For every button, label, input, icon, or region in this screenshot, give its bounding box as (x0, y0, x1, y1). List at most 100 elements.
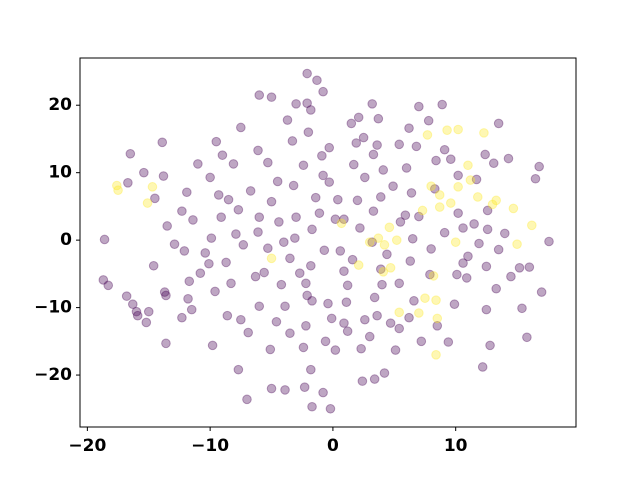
point (416, 336, 427, 347)
point (274, 217, 284, 227)
point (428, 271, 439, 281)
point (442, 125, 452, 135)
point (307, 401, 317, 412)
point (417, 205, 428, 216)
point (453, 124, 463, 135)
point (303, 127, 314, 138)
point (324, 142, 335, 153)
point (272, 176, 283, 187)
point (342, 280, 353, 291)
point (204, 258, 214, 269)
point (487, 199, 498, 210)
point (364, 237, 375, 247)
point (177, 206, 187, 216)
point (414, 101, 424, 112)
point (161, 290, 171, 301)
point (243, 327, 253, 338)
point (132, 310, 143, 321)
point (395, 217, 406, 227)
x-tick-label: 10 (444, 436, 468, 456)
point (266, 383, 277, 394)
point (358, 132, 369, 143)
point (372, 140, 382, 150)
point (179, 246, 190, 256)
point (405, 256, 416, 266)
point (142, 198, 153, 208)
point (113, 185, 123, 196)
point (323, 298, 333, 309)
point (253, 145, 263, 156)
point (307, 224, 317, 235)
point (143, 306, 154, 317)
point (512, 239, 522, 249)
x-tick-label: 0 (327, 436, 339, 456)
point (285, 328, 295, 339)
point (123, 177, 133, 188)
point (407, 233, 418, 244)
point (482, 224, 493, 235)
point (335, 246, 346, 256)
point (439, 227, 450, 238)
point (375, 264, 386, 274)
point (206, 233, 217, 243)
point (253, 227, 263, 237)
point (463, 251, 473, 262)
point (391, 235, 402, 245)
point (536, 287, 547, 297)
point (333, 194, 343, 205)
point (400, 210, 411, 220)
point (228, 159, 239, 169)
point (432, 321, 443, 331)
point (314, 208, 325, 218)
y-tick-label: −20 (34, 365, 72, 385)
point (423, 115, 434, 126)
point (461, 273, 472, 283)
point (422, 130, 433, 140)
point (426, 244, 436, 254)
point (356, 343, 366, 354)
point (298, 160, 309, 171)
point (301, 278, 311, 289)
point (302, 290, 312, 301)
point (294, 268, 305, 278)
point (216, 212, 226, 223)
point (534, 161, 544, 172)
point (394, 278, 405, 289)
point (434, 190, 445, 200)
point (379, 240, 390, 250)
point (339, 266, 349, 276)
point (318, 387, 328, 398)
point (157, 137, 168, 148)
point (330, 214, 341, 225)
point (347, 254, 358, 265)
point (373, 113, 384, 124)
point (263, 157, 273, 168)
point (150, 193, 160, 204)
point (357, 376, 368, 386)
point (477, 362, 488, 372)
point (506, 271, 516, 282)
point (544, 236, 554, 247)
point (390, 345, 401, 355)
point (384, 222, 395, 233)
point (250, 271, 261, 282)
point (200, 248, 211, 258)
point (182, 187, 192, 198)
point (291, 212, 301, 223)
point (488, 158, 499, 169)
point (254, 90, 265, 100)
y-tick-label: −10 (34, 298, 72, 318)
point (482, 205, 493, 216)
point (326, 313, 337, 324)
point (524, 262, 535, 272)
point (233, 204, 244, 215)
point (162, 221, 172, 231)
point (353, 112, 364, 123)
point (367, 237, 377, 247)
point (425, 269, 435, 280)
point (279, 237, 289, 247)
point (382, 249, 392, 260)
point (231, 229, 241, 239)
point (324, 177, 335, 187)
point (213, 190, 224, 200)
